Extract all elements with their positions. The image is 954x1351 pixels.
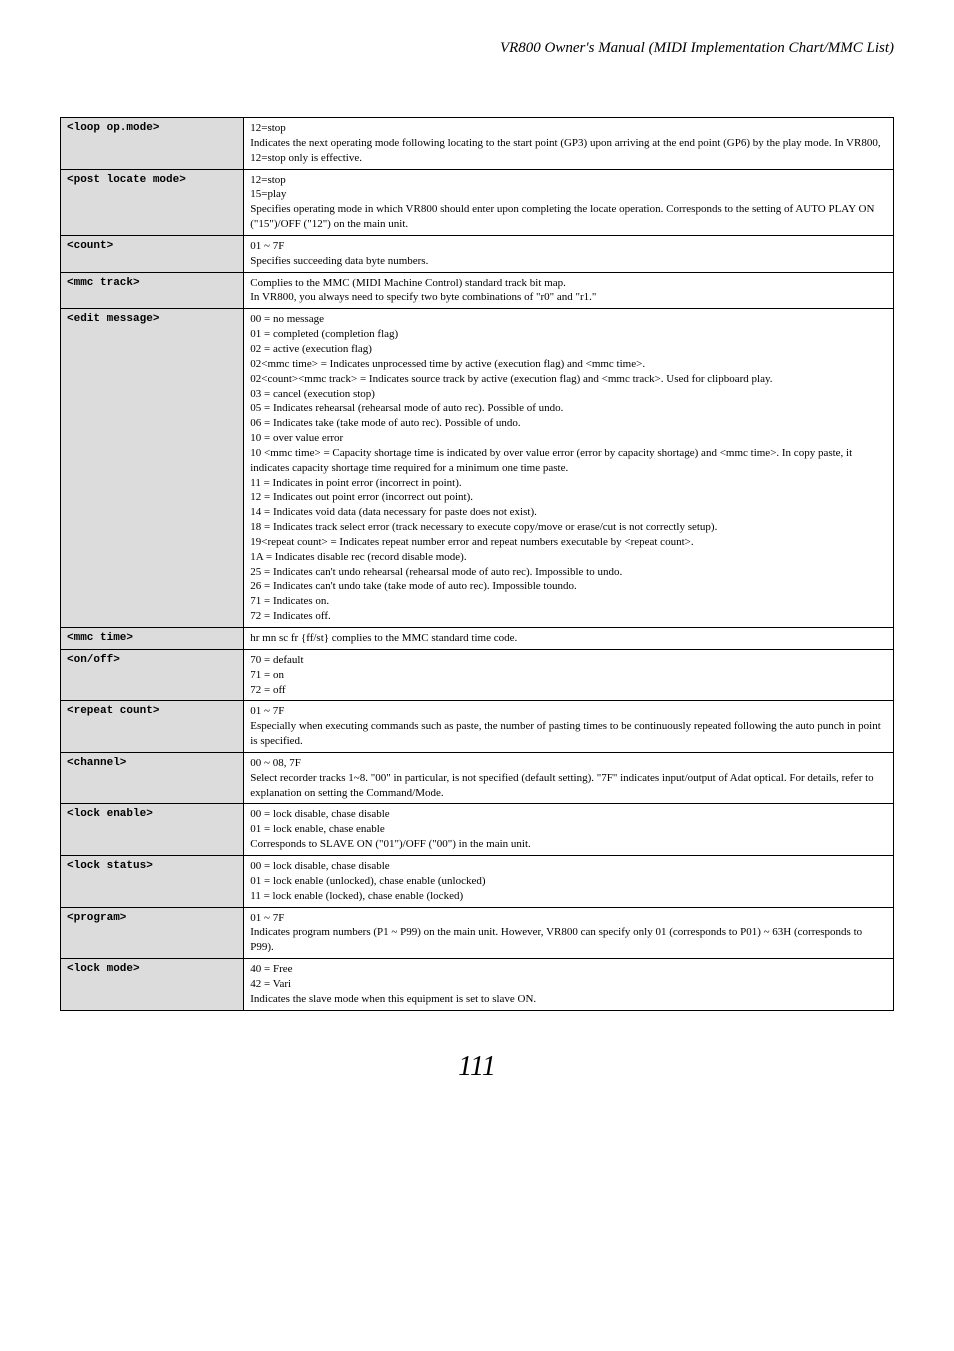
parameter-label: <lock mode>	[61, 959, 244, 1011]
description-line: 1A = Indicates disable rec (record disab…	[250, 550, 887, 565]
description-line: 18 = Indicates track select error (track…	[250, 520, 887, 535]
parameter-label: <count>	[61, 235, 244, 272]
parameter-description: hr mn sc fr {ff/st} complies to the MMC …	[244, 628, 894, 650]
table-row: <mmc track> Complies to the MMC (MIDI Mac…	[61, 272, 894, 309]
description-line: 26 = Indicates can't undo take (take mod…	[250, 579, 887, 594]
description-line: 19<repeat count> = Indicates repeat numb…	[250, 535, 887, 550]
parameter-label: <loop op.mode>	[61, 118, 244, 170]
parameter-label: <edit message>	[61, 309, 244, 628]
parameter-label: <on/off>	[61, 649, 244, 701]
table-row: <lock enable>00 = lock disable, chase di…	[61, 804, 894, 856]
description-line: 01 = completed (completion flag)	[250, 327, 887, 342]
parameter-description: 00 ~ 08, 7FSelect recorder tracks 1~8. "…	[244, 752, 894, 804]
description-line: 01 = lock enable, chase enable	[250, 822, 887, 837]
parameter-label: <post locate mode>	[61, 169, 244, 235]
description-line: Specifies succeeding data byte numbers.	[250, 254, 887, 269]
description-line: 42 = Vari	[250, 977, 887, 992]
description-line: 72 = Indicates off.	[250, 609, 887, 624]
description-line: 05 = Indicates rehearsal (rehearsal mode…	[250, 401, 887, 416]
parameter-label: <lock status>	[61, 855, 244, 907]
description-line: 02 = active (execution flag)	[250, 342, 887, 357]
parameter-description: 12=stop15=playSpecifies operating mode i…	[244, 169, 894, 235]
description-line: 71 = Indicates on.	[250, 594, 887, 609]
parameter-description: 01 ~ 7FSpecifies succeeding data byte nu…	[244, 235, 894, 272]
page-number: 111	[60, 1051, 894, 1083]
description-line: Especially when executing commands such …	[250, 719, 887, 749]
parameter-description: Complies to the MMC (MIDI Machine Contro…	[244, 272, 894, 309]
description-line: 71 = on	[250, 668, 887, 683]
description-line: 10 <mmc time> = Capacity shortage time i…	[250, 446, 887, 476]
description-line: 70 = default	[250, 653, 887, 668]
table-row: <on/off>70 = default71 = on72 = off	[61, 649, 894, 701]
description-line: 11 = Indicates in point error (incorrect…	[250, 476, 887, 491]
mmc-parameter-table: <loop op.mode>12=stopIndicates the next …	[60, 117, 894, 1011]
page-header: VR800 Owner's Manual (MIDI Implementatio…	[60, 40, 894, 57]
table-row: <channel>00 ~ 08, 7FSelect recorder trac…	[61, 752, 894, 804]
parameter-description: 00 = lock disable, chase disable01 = loc…	[244, 804, 894, 856]
table-row: <edit message>00 = no message01 = comple…	[61, 309, 894, 628]
parameter-label: <mmc track>	[61, 272, 244, 309]
parameter-description: 12=stopIndicates the next operating mode…	[244, 118, 894, 170]
description-line: 02<mmc time> = Indicates unprocessed tim…	[250, 357, 887, 372]
parameter-description: 70 = default71 = on72 = off	[244, 649, 894, 701]
description-line: In VR800, you always need to specify two…	[250, 290, 887, 305]
description-line: Indicates program numbers (P1 ~ P99) on …	[250, 925, 887, 955]
description-line: 02<count><mmc track> = Indicates source …	[250, 372, 887, 387]
parameter-description: 40 = Free42 = VariIndicates the slave mo…	[244, 959, 894, 1011]
parameter-description: 01 ~ 7FIndicates program numbers (P1 ~ P…	[244, 907, 894, 959]
description-line: 72 = off	[250, 683, 887, 698]
description-line: Complies to the MMC (MIDI Machine Contro…	[250, 276, 887, 291]
description-line: 11 = lock enable (locked), chase enable …	[250, 889, 887, 904]
description-line: 00 = lock disable, chase disable	[250, 859, 887, 874]
description-line: 10 = over value error	[250, 431, 887, 446]
description-line: 00 = no message	[250, 312, 887, 327]
description-line: 12 = Indicates out point error (incorrec…	[250, 490, 887, 505]
description-line: 15=play	[250, 187, 887, 202]
parameter-label: <repeat count>	[61, 701, 244, 753]
description-line: Indicates the slave mode when this equip…	[250, 992, 887, 1007]
description-line: 40 = Free	[250, 962, 887, 977]
description-line: 14 = Indicates void data (data necessary…	[250, 505, 887, 520]
parameter-label: <program>	[61, 907, 244, 959]
description-line: Corresponds to SLAVE ON ("01")/OFF ("00"…	[250, 837, 887, 852]
description-line: hr mn sc fr {ff/st} complies to the MMC …	[250, 631, 887, 646]
description-line: 03 = cancel (execution stop)	[250, 387, 887, 402]
table-row: <count>01 ~ 7FSpecifies succeeding data …	[61, 235, 894, 272]
description-line: 00 = lock disable, chase disable	[250, 807, 887, 822]
table-row: <lock status>00 = lock disable, chase di…	[61, 855, 894, 907]
description-line: 06 = Indicates take (take mode of auto r…	[250, 416, 887, 431]
description-line: Indicates the next operating mode follow…	[250, 136, 887, 166]
description-line: 00 ~ 08, 7F	[250, 756, 887, 771]
description-line: 01 ~ 7F	[250, 239, 887, 254]
description-line: 25 = Indicates can't undo rehearsal (reh…	[250, 565, 887, 580]
description-line: 01 ~ 7F	[250, 704, 887, 719]
parameter-label: <channel>	[61, 752, 244, 804]
parameter-description: 00 = no message01 = completed (completio…	[244, 309, 894, 628]
table-row: <mmc time> hr mn sc fr {ff/st} complies t…	[61, 628, 894, 650]
parameter-description: 00 = lock disable, chase disable01 = loc…	[244, 855, 894, 907]
table-row: <lock mode>40 = Free42 = VariIndicates t…	[61, 959, 894, 1011]
description-line: 01 = lock enable (unlocked), chase enabl…	[250, 874, 887, 889]
table-row: <program>01 ~ 7FIndicates program number…	[61, 907, 894, 959]
description-line: 12=stop	[250, 173, 887, 188]
parameter-label: <lock enable>	[61, 804, 244, 856]
table-row: <post locate mode>12=stop15=playSpecifie…	[61, 169, 894, 235]
table-row: <loop op.mode>12=stopIndicates the next …	[61, 118, 894, 170]
description-line: 12=stop	[250, 121, 887, 136]
description-line: 01 ~ 7F	[250, 911, 887, 926]
description-line: Specifies operating mode in which VR800 …	[250, 202, 887, 232]
table-row: <repeat count>01 ~ 7FEspecially when exe…	[61, 701, 894, 753]
parameter-label: <mmc time>	[61, 628, 244, 650]
parameter-description: 01 ~ 7FEspecially when executing command…	[244, 701, 894, 753]
description-line: Select recorder tracks 1~8. "00" in part…	[250, 771, 887, 801]
